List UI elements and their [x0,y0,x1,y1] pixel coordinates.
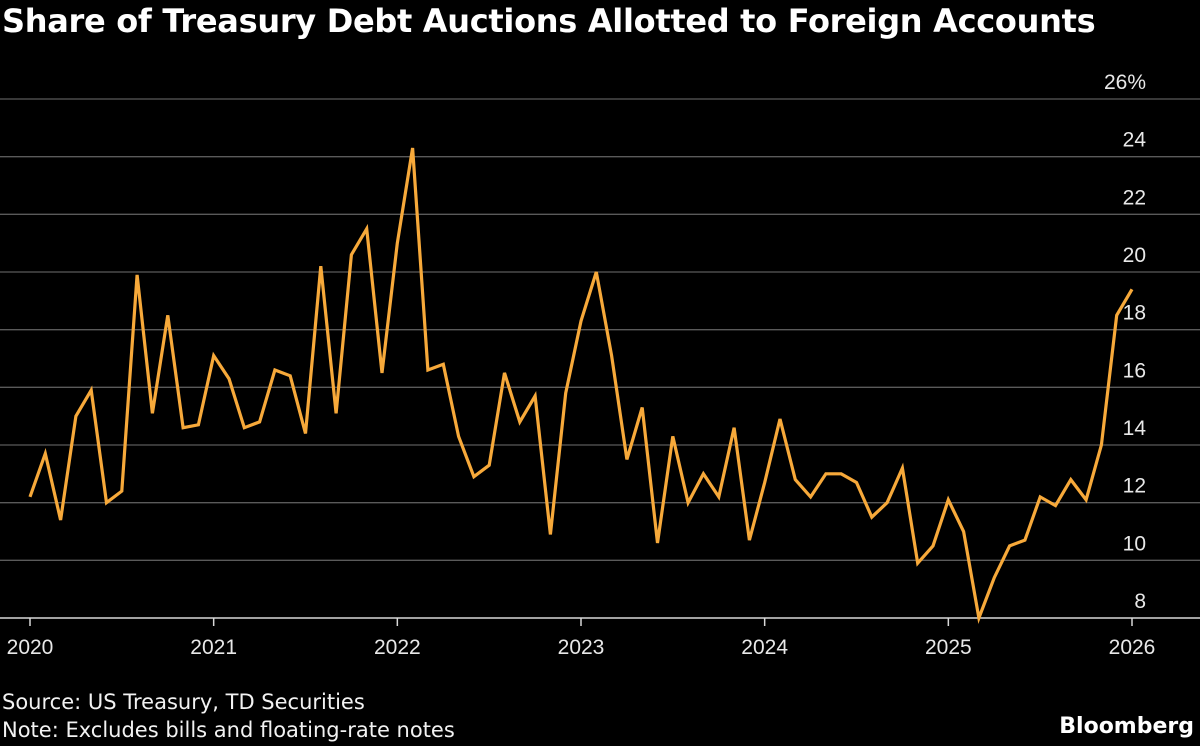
footnote: Note: Excludes bills and floating-rate n… [2,718,455,742]
x-axis: 2020 2021 2022 2023 2024 2025 2026 [0,617,1200,659]
x-tick-label-2020: 2020 [7,636,54,659]
y-tick-label-8: 8 [1134,590,1146,613]
x-tick-label-2022: 2022 [374,636,421,659]
y-tick-label-24: 24 [1123,129,1147,152]
y-tick-label-26: 26% [1104,71,1146,94]
chart-title: Share of Treasury Debt Auctions Allotted… [2,2,1096,40]
y-tick-label-14: 14 [1123,417,1147,440]
y-tick-label-18: 18 [1123,302,1146,325]
y-tick-label-20: 20 [1123,244,1146,267]
x-tick-label-2026: 2026 [1109,636,1156,659]
y-tick-label-12: 12 [1123,475,1146,498]
x-tick-label-2024: 2024 [741,636,788,659]
y-tick-label-10: 10 [1123,532,1146,555]
y-tick-label-16: 16 [1123,359,1146,382]
line-chart: 2020 2021 2022 2023 2024 2025 2026 81012141618… [0,71,1200,659]
x-tick-label-2023: 2023 [558,636,605,659]
source-note: Source: US Treasury, TD Securities [2,690,365,714]
gridlines [0,98,1200,561]
y-axis-tick-labels: 8 10 12 14 16 18 20 22 24 26% [1104,71,1146,613]
series-line-0 [28,147,1134,624]
y-tick-label-22: 22 [1123,186,1146,209]
x-tick-label-2025: 2025 [925,636,972,659]
bloomberg-logo: Bloomberg [1059,714,1194,739]
x-tick-label-2021: 2021 [190,636,237,659]
series-layer [28,147,1134,624]
